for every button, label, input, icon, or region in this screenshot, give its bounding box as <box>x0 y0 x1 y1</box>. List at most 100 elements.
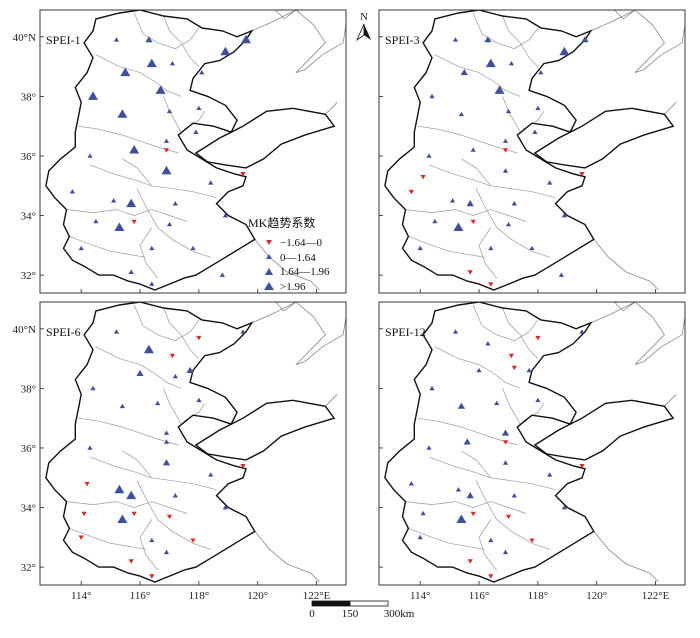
legend-symbol-up-small <box>266 254 272 259</box>
north-arrow: N <box>356 11 371 42</box>
station-marker-up <box>163 549 170 555</box>
coastline <box>664 394 677 407</box>
station-marker-up <box>452 37 459 42</box>
station-marker-up <box>476 367 482 373</box>
latitude-label: 40°N <box>13 324 36 336</box>
station-marker-up <box>458 111 464 117</box>
station-marker-up <box>114 484 125 494</box>
station-marker-up <box>93 218 99 224</box>
inner-boundary <box>163 307 200 359</box>
coastline <box>664 102 677 115</box>
station-marker-up <box>90 385 96 391</box>
station-marker-up <box>113 329 120 334</box>
coastline <box>614 302 636 312</box>
panel-frame <box>39 9 347 294</box>
inner-boundary <box>89 164 217 199</box>
station-marker-up <box>526 367 532 373</box>
scale-label-300: 300km <box>384 608 415 620</box>
latitude-label: 36° <box>21 151 36 163</box>
longitude-label: 114° <box>410 590 431 602</box>
legend-title: MK趋势系数 <box>248 215 315 230</box>
station-marker-up <box>163 138 170 143</box>
station-marker-up <box>561 504 567 510</box>
station-marker-up <box>120 67 131 77</box>
inner-boundary <box>417 125 518 154</box>
scale-bar: 0 150 300km <box>309 600 415 620</box>
station-marker-up <box>502 460 509 465</box>
inner-boundary <box>163 15 200 67</box>
latitude-label: 38° <box>21 91 36 103</box>
inner-boundary <box>78 125 179 154</box>
station-marker-down <box>420 175 426 180</box>
inner-boundary <box>66 209 188 222</box>
station-marker-down <box>470 219 476 225</box>
inner-boundary <box>69 236 146 258</box>
station-marker-up <box>511 201 517 206</box>
station-marker-up <box>162 459 171 466</box>
station-marker-down <box>190 538 196 543</box>
station-marker-up <box>450 198 456 203</box>
station-marker-up <box>505 108 512 114</box>
inner-boundary <box>523 111 545 130</box>
latitude-label: 38° <box>21 383 36 395</box>
station-marker-up <box>199 70 205 75</box>
station-marker-up <box>417 534 423 540</box>
station-marker-up <box>432 218 438 224</box>
inner-boundary <box>78 417 179 446</box>
station-marker-up <box>190 245 196 251</box>
station-marker-up <box>535 397 541 403</box>
legend-label-1: −1.64—0 <box>280 237 322 249</box>
station-marker-up <box>547 472 553 477</box>
inner-boundary <box>163 388 182 425</box>
station-marker-up <box>558 272 564 277</box>
inner-boundary <box>184 403 206 422</box>
station-marker-up <box>559 46 570 56</box>
station-marker-down <box>579 464 585 469</box>
station-marker-up <box>143 344 154 354</box>
legend-label-4: >1.96 <box>280 281 306 293</box>
inner-boundary <box>472 304 539 342</box>
station-marker-down <box>470 511 476 517</box>
latitude-label: 32° <box>21 270 36 282</box>
longitude-label: 122°E <box>642 590 670 602</box>
inner-boundary <box>133 12 200 50</box>
station-marker-down <box>508 353 514 359</box>
station-marker-down <box>240 172 246 177</box>
station-marker-up <box>222 504 228 510</box>
inner-boundary <box>136 480 211 550</box>
station-marker-up <box>172 201 178 206</box>
station-marker-down <box>488 574 494 579</box>
station-marker-up <box>547 180 553 185</box>
legend: MK趋势系数 −1.64—0 0—1.64 1.64—1.96 >1.96 <box>248 215 330 293</box>
station-marker-down <box>467 270 473 275</box>
station-marker-up <box>149 281 155 286</box>
station-marker-up <box>145 36 153 43</box>
station-marker-up <box>129 145 140 154</box>
coastline <box>325 394 338 407</box>
region-outline <box>384 10 595 291</box>
station-marker-up <box>119 403 125 409</box>
station-marker-up <box>579 329 585 334</box>
inner-boundary <box>139 227 158 279</box>
station-marker-up <box>114 222 125 231</box>
longitude-label: 118° <box>528 590 549 602</box>
coastline <box>593 531 659 583</box>
panel-frame <box>39 301 347 586</box>
scale-label-150: 150 <box>342 608 359 620</box>
station-marker-up <box>240 329 246 334</box>
station-marker-up <box>535 105 541 111</box>
inner-boundary <box>428 456 556 491</box>
map-panel-spei-6: SPEI-6 <box>39 301 347 586</box>
station-marker-up <box>429 385 435 391</box>
station-marker-up <box>146 58 157 68</box>
inner-boundary <box>122 158 153 187</box>
longitude-label: 116° <box>469 590 490 602</box>
map-panel-spei-1: SPEI-1 <box>39 9 347 294</box>
station-marker-up <box>466 492 474 499</box>
station-marker-down <box>196 335 202 341</box>
latitude-label: 32° <box>21 562 36 574</box>
station-marker-up <box>117 109 128 118</box>
inner-boundary <box>502 307 539 359</box>
map-panel-spei-12: SPEI-12 <box>378 301 686 586</box>
